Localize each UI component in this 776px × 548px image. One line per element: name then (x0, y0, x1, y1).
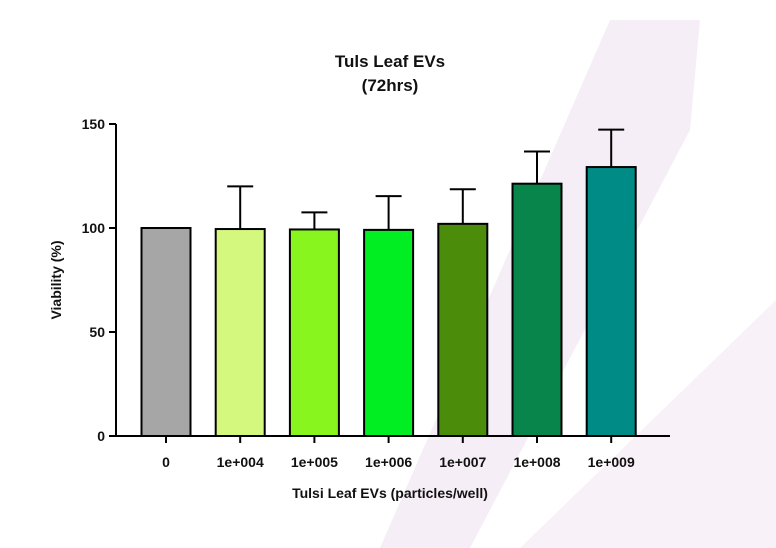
bar (437, 222, 489, 437)
bar (511, 182, 563, 437)
x-tick-label: 0 (162, 454, 170, 470)
x-tick-label: 1e+004 (217, 454, 264, 470)
x-axis-title: Tulsi Leaf EVs (particles/well) (292, 485, 488, 501)
x-tick-label: 1e+006 (365, 454, 412, 470)
y-axis-title: Viability (%) (48, 240, 64, 320)
chart-title: Tuls Leaf EVs (334, 52, 446, 71)
y-tick-label: 100 (82, 220, 106, 236)
bar (288, 228, 340, 437)
x-tick-label: 1e+009 (588, 454, 635, 470)
chart-subtitle: (72hrs) (361, 76, 419, 95)
bar (585, 166, 637, 437)
x-tick-label: 1e+007 (439, 454, 486, 470)
bar (140, 227, 192, 437)
y-tick-label: 150 (82, 116, 106, 132)
y-tick-label: 50 (89, 324, 105, 340)
bar (214, 228, 266, 437)
bar (363, 228, 415, 437)
x-tick-label: 1e+008 (513, 454, 560, 470)
y-tick-label: 0 (97, 428, 105, 444)
x-tick-label: 1e+005 (291, 454, 338, 470)
